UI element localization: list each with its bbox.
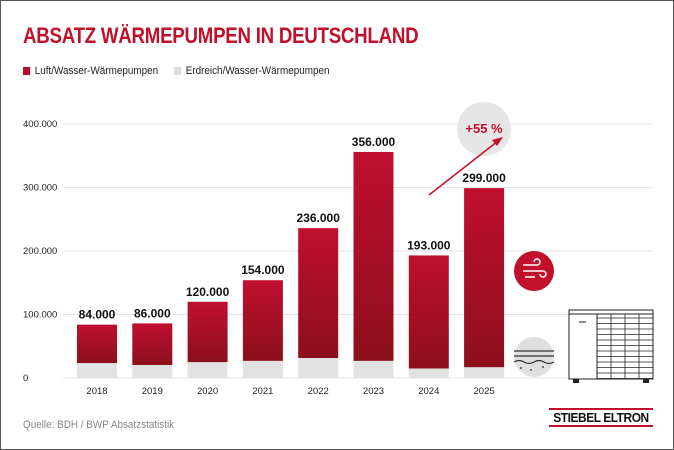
y-tick-label: 0 bbox=[23, 373, 28, 384]
x-tick-label: 2019 bbox=[142, 386, 163, 397]
heat-pump-unit-icon bbox=[568, 309, 654, 383]
bar-air-2023 bbox=[353, 151, 394, 361]
total-label-2021: 154.000 bbox=[241, 263, 285, 277]
bar-ground-2018 bbox=[77, 363, 117, 378]
bar-ground-2023 bbox=[353, 360, 394, 378]
x-tick-label: 2025 bbox=[474, 386, 495, 397]
bar-air-2024 bbox=[408, 255, 449, 369]
total-label-2022: 236.000 bbox=[297, 211, 341, 225]
wind-icon bbox=[514, 251, 554, 291]
source-note: Quelle: BDH / BWP Absatzstatistik bbox=[23, 419, 175, 431]
total-label-2024: 193.000 bbox=[407, 238, 451, 252]
y-tick-label: 400.000 bbox=[23, 119, 57, 130]
bar-ground-2021 bbox=[242, 360, 283, 378]
x-tick-label: 2020 bbox=[197, 386, 218, 397]
bar-air-2022 bbox=[298, 228, 339, 358]
growth-label: +55 % bbox=[465, 121, 503, 136]
bar-air-2021 bbox=[242, 280, 283, 361]
y-tick-label: 200.000 bbox=[23, 246, 57, 257]
x-tick-label: 2022 bbox=[308, 386, 329, 397]
stiebel-eltron-logo: STIEBEL ELTRON bbox=[549, 408, 653, 427]
total-label-2025: 299.000 bbox=[462, 171, 506, 185]
total-label-2018: 84.000 bbox=[79, 308, 116, 322]
total-label-2019: 86.000 bbox=[134, 306, 171, 320]
trend-arrow-icon bbox=[428, 137, 503, 196]
total-label-2023: 356.000 bbox=[352, 135, 396, 149]
y-tick-label: 300.000 bbox=[23, 183, 57, 194]
ground-icon bbox=[513, 337, 555, 377]
legend-swatch-air bbox=[23, 67, 31, 75]
bar-ground-2025 bbox=[464, 367, 505, 378]
x-tick-label: 2018 bbox=[86, 386, 107, 397]
legend-swatch-ground bbox=[174, 67, 182, 75]
bar-ground-2022 bbox=[298, 357, 339, 378]
bar-air-2020 bbox=[187, 301, 228, 363]
legend-air: Luft/Wasser-Wärmepumpen bbox=[23, 65, 158, 77]
total-label-2020: 120.000 bbox=[186, 285, 230, 299]
bar-ground-2024 bbox=[408, 368, 449, 378]
x-tick-label: 2024 bbox=[418, 386, 439, 397]
x-tick-label: 2021 bbox=[252, 386, 273, 397]
bar-air-2019 bbox=[132, 323, 173, 365]
bar-air-2018 bbox=[77, 324, 117, 364]
bar-air-2025 bbox=[464, 188, 505, 368]
bar-ground-2020 bbox=[187, 362, 228, 378]
y-tick-label: 100.000 bbox=[23, 310, 57, 321]
legend-ground: Erdreich/Wasser-Wärmepumpen bbox=[174, 65, 329, 77]
x-tick-label: 2023 bbox=[363, 386, 384, 397]
bar-ground-2019 bbox=[132, 364, 173, 378]
chart-title: ABSATZ WÄRMEPUMPEN IN DEUTSCHLAND bbox=[23, 23, 419, 48]
legend-label-ground: Erdreich/Wasser-Wärmepumpen bbox=[185, 65, 330, 77]
legend-label-air: Luft/Wasser-Wärmepumpen bbox=[34, 65, 159, 77]
